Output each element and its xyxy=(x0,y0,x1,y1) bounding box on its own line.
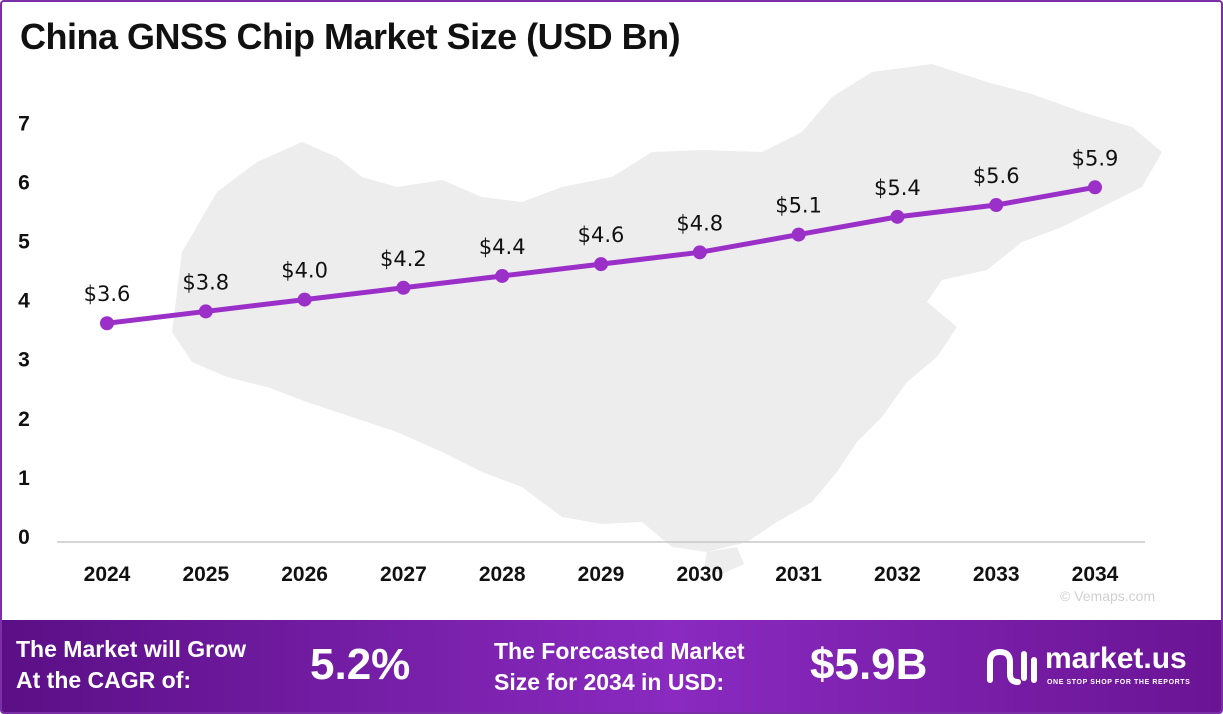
forecast-label-line1: The Forecasted Market xyxy=(494,638,745,664)
data-label: $4.2 xyxy=(380,247,427,271)
x-tick-label: 2028 xyxy=(479,563,526,586)
data-label: $5.9 xyxy=(1072,146,1119,170)
data-point xyxy=(1088,180,1102,195)
forecast-label-line2: Size for 2034 in USD: xyxy=(494,669,725,695)
brand-name: market.us xyxy=(1045,642,1187,675)
chart-title: China GNSS Chip Market Size (USD Bn) xyxy=(20,16,681,57)
y-axis: 0 1 2 3 4 5 6 7 xyxy=(18,112,30,549)
x-tick-label: 2027 xyxy=(380,563,427,586)
data-point xyxy=(989,198,1004,213)
x-tick-label: 2024 xyxy=(84,563,131,586)
y-tick-label: 4 xyxy=(18,290,30,313)
data-point xyxy=(495,268,510,283)
data-points xyxy=(100,180,1102,331)
map-watermark: © Vemaps.com xyxy=(1060,588,1156,604)
cagr-value: 5.2% xyxy=(310,640,411,689)
cagr-label-line1: The Market will Grow xyxy=(16,636,247,662)
data-label: $4.4 xyxy=(479,235,526,259)
brand-tagline: ONE STOP SHOP FOR THE REPORTS xyxy=(1047,679,1191,686)
data-label: $3.6 xyxy=(84,282,131,306)
data-label: $4.0 xyxy=(281,259,328,283)
cagr-label-line2: At the CAGR of: xyxy=(16,667,192,693)
data-point xyxy=(692,245,707,260)
data-point xyxy=(791,227,806,242)
data-label: $5.6 xyxy=(973,164,1020,188)
x-tick-label: 2032 xyxy=(874,563,921,586)
x-tick-label: 2030 xyxy=(676,563,723,586)
hainan-island xyxy=(704,547,744,574)
data-point xyxy=(100,316,114,331)
y-tick-label: 1 xyxy=(18,467,30,490)
y-tick-label: 7 xyxy=(18,112,30,135)
y-tick-label: 2 xyxy=(18,408,30,431)
data-point xyxy=(594,257,608,272)
data-label: $5.1 xyxy=(775,194,822,218)
y-tick-label: 0 xyxy=(18,526,30,549)
data-label: $4.6 xyxy=(578,223,625,247)
data-point xyxy=(890,209,905,224)
cagr-label: The Market will Grow At the CAGR of: xyxy=(16,634,246,696)
line-chart: 0 1 2 3 4 5 6 7 2024 2025 2026 2027 2028 2029 2030 203… xyxy=(18,64,1162,586)
data-point xyxy=(396,280,411,295)
data-labels: $3.6 $3.8 $4.0 $4.2 $4.4 $4.6 $4.8 $5.1 $5.4 $5.6… xyxy=(84,146,1119,306)
data-label: $4.8 xyxy=(676,211,723,235)
x-tick-label: 2029 xyxy=(578,563,625,586)
y-tick-label: 3 xyxy=(18,349,30,372)
data-label: $5.4 xyxy=(874,176,921,200)
market-us-logo-icon xyxy=(987,648,1037,685)
data-label: $3.8 xyxy=(182,270,229,294)
footer-banner: The Market will Grow At the CAGR of: 5.2… xyxy=(2,620,1221,712)
x-tick-label: 2034 xyxy=(1072,563,1119,586)
china-map-silhouette xyxy=(172,64,1162,552)
forecast-label: The Forecasted Market Size for 2034 in U… xyxy=(494,636,745,698)
x-tick-label: 2026 xyxy=(281,563,328,586)
x-axis: 2024 2025 2026 2027 2028 2029 2030 2031 2032 2033… xyxy=(84,563,1119,586)
data-point xyxy=(198,304,213,319)
forecast-value: $5.9B xyxy=(810,640,928,689)
x-tick-label: 2033 xyxy=(973,563,1020,586)
y-tick-label: 5 xyxy=(18,231,30,254)
data-point xyxy=(297,292,312,307)
x-tick-label: 2025 xyxy=(182,563,229,586)
y-tick-label: 6 xyxy=(18,171,30,194)
x-tick-label: 2031 xyxy=(775,563,822,586)
